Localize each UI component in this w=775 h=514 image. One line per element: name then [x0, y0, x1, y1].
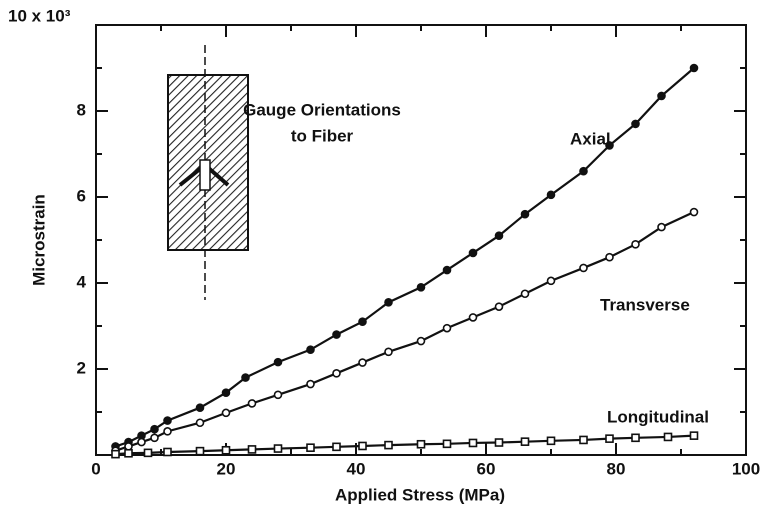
- marker: [468, 313, 478, 322]
- y-tick-label: 2: [77, 358, 86, 377]
- marker: [137, 437, 146, 447]
- y-tick-label: 8: [77, 100, 86, 119]
- marker: [494, 231, 504, 240]
- marker: [163, 416, 172, 425]
- marker: [579, 166, 588, 176]
- marker: [163, 447, 172, 457]
- marker: [306, 379, 315, 389]
- marker: [657, 91, 666, 101]
- marker: [631, 240, 640, 249]
- x-tick-label: 60: [477, 459, 496, 478]
- marker: [150, 433, 159, 443]
- marker: [546, 436, 556, 446]
- marker: [221, 408, 231, 418]
- series-label: Longitudinal: [607, 407, 709, 426]
- marker: [221, 445, 231, 455]
- marker: [468, 438, 478, 448]
- marker: [579, 263, 588, 273]
- y-tick-label: 6: [77, 186, 86, 205]
- marker: [416, 282, 426, 292]
- marker: [605, 434, 614, 443]
- marker: [306, 345, 315, 354]
- marker: [143, 448, 153, 458]
- marker: [579, 435, 588, 445]
- marker: [332, 442, 341, 452]
- x-tick-label: 40: [347, 459, 366, 478]
- marker: [163, 427, 172, 436]
- marker: [247, 445, 257, 454]
- marker: [384, 440, 393, 450]
- marker: [195, 418, 205, 428]
- marker: [111, 449, 120, 459]
- marker: [520, 289, 530, 299]
- marker: [221, 388, 231, 397]
- marker: [520, 209, 530, 219]
- marker: [605, 252, 614, 262]
- marker: [468, 248, 478, 258]
- marker: [689, 431, 699, 440]
- marker: [150, 424, 159, 434]
- fiber-inset: [167, 45, 249, 300]
- marker: [124, 448, 133, 458]
- marker: [306, 443, 315, 452]
- y-tick-label: 10 x 10³: [8, 6, 71, 25]
- marker: [605, 141, 614, 150]
- y-tick-label: 4: [77, 272, 87, 291]
- annotation: Gauge Orientations: [243, 100, 401, 119]
- marker: [358, 358, 367, 367]
- marker: [358, 441, 367, 451]
- marker: [124, 442, 133, 451]
- marker: [195, 403, 205, 413]
- marker: [384, 298, 393, 307]
- marker: [332, 368, 341, 378]
- x-axis-label: Applied Stress (MPa): [335, 485, 505, 504]
- series-label: Transverse: [600, 295, 690, 314]
- marker: [247, 399, 257, 408]
- x-tick-label: 0: [91, 459, 100, 478]
- marker: [663, 432, 673, 442]
- marker: [494, 302, 504, 311]
- marker: [195, 446, 205, 456]
- annotation: to Fiber: [291, 126, 354, 145]
- marker: [358, 317, 367, 327]
- marker: [273, 444, 283, 453]
- marker: [416, 336, 426, 346]
- marker: [520, 437, 530, 446]
- marker: [416, 439, 426, 449]
- series-label: Axial: [570, 129, 611, 148]
- marker: [494, 438, 504, 447]
- marker: [332, 330, 341, 339]
- marker: [689, 207, 699, 217]
- y-axis-label: Microstrain: [29, 194, 48, 286]
- marker: [689, 63, 699, 73]
- x-tick-label: 80: [607, 459, 626, 478]
- marker: [442, 439, 452, 449]
- marker: [631, 119, 640, 129]
- marker: [546, 276, 556, 286]
- marker: [442, 323, 452, 333]
- marker: [442, 265, 452, 275]
- marker: [273, 390, 283, 400]
- x-tick-label: 20: [217, 459, 236, 478]
- x-tick-label: 100: [732, 459, 760, 478]
- marker: [657, 222, 666, 232]
- marker: [384, 347, 393, 357]
- marker: [631, 433, 640, 443]
- marker: [546, 190, 556, 200]
- marker: [241, 373, 250, 382]
- marker: [273, 357, 283, 367]
